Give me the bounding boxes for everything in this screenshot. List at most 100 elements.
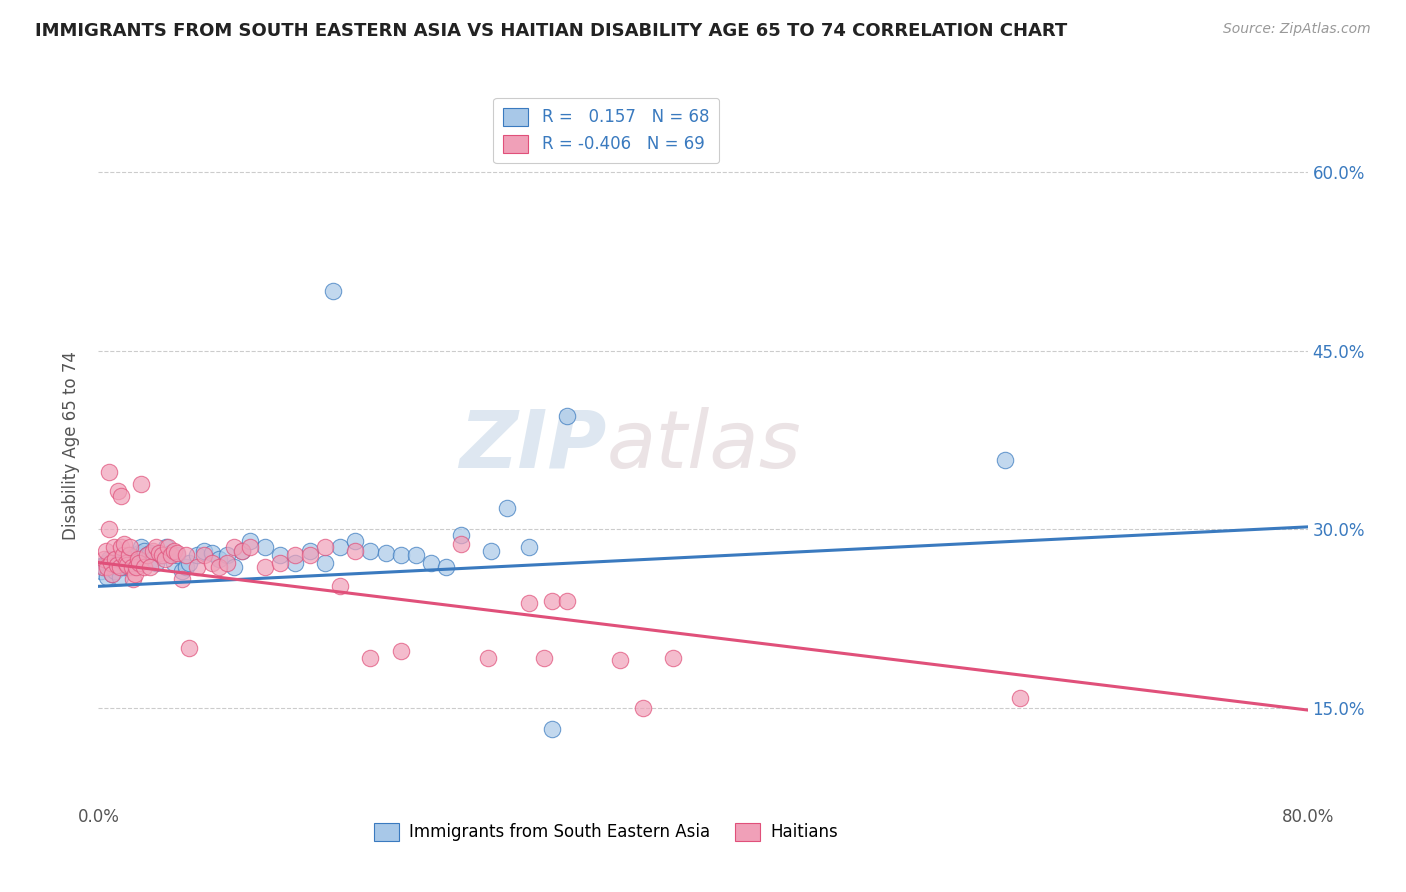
Legend: Immigrants from South Eastern Asia, Haitians: Immigrants from South Eastern Asia, Hait… <box>367 816 845 848</box>
Point <box>98 522 121 536</box>
Point <box>98 552 121 566</box>
Point <box>231 543 253 558</box>
Point <box>253 560 276 574</box>
Point <box>153 552 176 566</box>
Point <box>344 543 367 558</box>
Point <box>389 643 412 657</box>
Point <box>110 552 132 566</box>
Point <box>115 556 138 570</box>
Point <box>120 552 142 566</box>
Point <box>166 549 188 563</box>
Point <box>314 540 336 554</box>
Point <box>224 540 246 554</box>
Point <box>609 653 631 667</box>
Point <box>208 560 231 574</box>
Point <box>495 500 517 515</box>
Point <box>269 549 291 563</box>
Point <box>139 546 162 560</box>
Point <box>108 560 131 574</box>
Point <box>344 534 367 549</box>
Point <box>186 549 208 563</box>
Point <box>555 409 578 424</box>
Point <box>135 549 157 563</box>
Point <box>125 549 148 563</box>
Point <box>124 567 146 582</box>
Point <box>374 546 396 560</box>
Point <box>127 552 149 566</box>
Point <box>201 546 224 560</box>
Point <box>96 570 118 584</box>
Point <box>135 549 157 563</box>
Point <box>179 556 201 570</box>
Point <box>299 543 322 558</box>
Point <box>107 560 129 574</box>
Point <box>420 556 443 570</box>
Text: ZIP: ZIP <box>458 407 606 485</box>
Point <box>104 552 127 566</box>
Point <box>284 556 307 570</box>
Point <box>125 560 148 574</box>
Point <box>224 560 246 574</box>
Point <box>360 543 382 558</box>
Point <box>129 540 152 554</box>
Point <box>142 543 165 558</box>
Point <box>91 560 114 574</box>
Point <box>122 572 145 586</box>
Point <box>145 540 167 554</box>
Point <box>132 560 155 574</box>
Point <box>299 549 322 563</box>
Point <box>434 560 457 574</box>
Point <box>91 558 114 572</box>
Point <box>132 543 155 558</box>
Point <box>160 549 183 563</box>
Point <box>163 556 186 570</box>
Point <box>215 556 238 570</box>
Point <box>208 552 231 566</box>
Point <box>98 465 121 479</box>
Point <box>129 477 152 491</box>
Point <box>156 540 179 554</box>
Point <box>94 556 117 570</box>
Point <box>139 560 162 574</box>
Point <box>405 549 427 563</box>
Point <box>231 543 253 558</box>
Point <box>104 564 127 578</box>
Point <box>118 560 141 574</box>
Point <box>118 549 141 563</box>
Point <box>145 556 167 570</box>
Point <box>112 560 135 574</box>
Point <box>555 593 578 607</box>
Point <box>100 560 122 574</box>
Point <box>179 641 201 656</box>
Point <box>540 593 562 607</box>
Text: IMMIGRANTS FROM SOUTH EASTERN ASIA VS HAITIAN DISABILITY AGE 65 TO 74 CORRELATIO: IMMIGRANTS FROM SOUTH EASTERN ASIA VS HA… <box>35 22 1067 40</box>
Point <box>111 549 134 563</box>
Point <box>329 540 352 554</box>
Point <box>160 546 183 560</box>
Point <box>93 560 115 574</box>
Point <box>121 558 143 572</box>
Point <box>193 549 215 563</box>
Point <box>122 556 145 570</box>
Point <box>110 489 132 503</box>
Point <box>110 540 132 554</box>
Point <box>107 484 129 499</box>
Point <box>96 560 118 574</box>
Point <box>517 596 540 610</box>
Point <box>114 552 136 566</box>
Point <box>450 536 472 550</box>
Point <box>239 534 262 549</box>
Text: atlas: atlas <box>606 407 801 485</box>
Point <box>120 540 142 554</box>
Point <box>94 543 117 558</box>
Point <box>166 546 188 560</box>
Point <box>477 650 499 665</box>
Point <box>163 543 186 558</box>
Point <box>128 546 150 560</box>
Point <box>193 543 215 558</box>
Point <box>481 543 503 558</box>
Point <box>148 546 170 560</box>
Point <box>533 650 555 665</box>
Point <box>329 579 352 593</box>
Point <box>215 549 238 563</box>
